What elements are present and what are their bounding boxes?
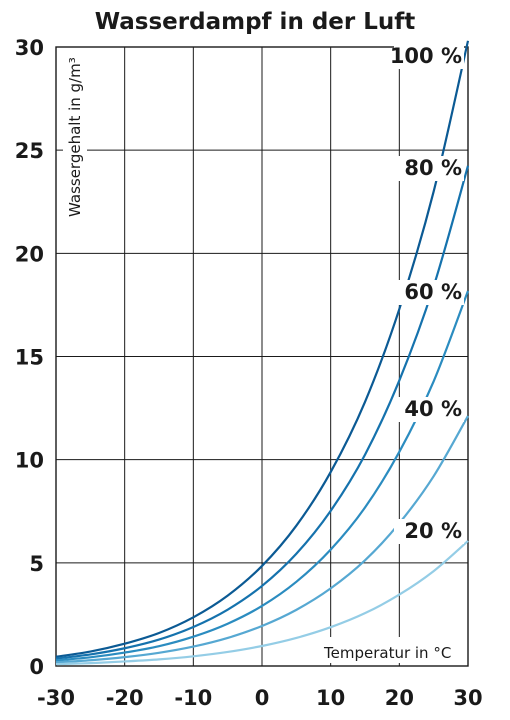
x-tick-label: 20 (385, 686, 414, 710)
y-tick-label: 0 (29, 655, 44, 679)
grid (55, 46, 469, 667)
x-tick-labels: -30 -20 -10 0 10 20 30 (37, 686, 483, 710)
y-tick-label: 30 (15, 36, 44, 60)
series-line (55, 540, 469, 666)
series-label: 40 % (404, 397, 462, 421)
y-tick-label: 15 (15, 346, 44, 370)
x-tick-label: 10 (316, 686, 345, 710)
series-label: 80 % (404, 156, 462, 180)
series-label-backing (394, 44, 464, 69)
x-tick-label: -20 (106, 686, 144, 710)
series-label-backing (394, 519, 464, 544)
y-tick-labels: 0 5 10 15 20 25 30 (15, 36, 44, 679)
plot-frame (55, 46, 469, 667)
y-tick-label: 25 (15, 139, 44, 163)
series-label: 100 % (390, 44, 462, 68)
series-label: 20 % (404, 519, 462, 543)
series-line (55, 40, 470, 658)
series-line (55, 165, 470, 660)
x-tick-label: -10 (174, 686, 212, 710)
chart-title: Wasserdampf in der Luft (95, 9, 416, 35)
y-tick-label: 20 (15, 242, 44, 266)
y-tick-label: 10 (15, 449, 44, 473)
x-tick-label: -30 (37, 686, 75, 710)
y-tick-label: 5 (29, 552, 44, 576)
series-label-backing (394, 280, 464, 305)
series-label-backing (394, 156, 464, 181)
series-label: 60 % (404, 280, 462, 304)
x-tick-label: 30 (453, 686, 482, 710)
x-axis-label: Temperatur in °C (323, 644, 451, 662)
y-axis-label: Wassergehalt in g/m³ (66, 57, 84, 217)
y-axis-label-backing (63, 60, 87, 220)
series-label-backing (394, 397, 464, 422)
x-tick-label: 0 (255, 686, 270, 710)
series-labels: 100 % 80 % 60 % 40 % 20 % (390, 44, 464, 544)
x-axis-label-backing (318, 637, 458, 663)
series-line (55, 290, 470, 662)
curves (55, 40, 470, 666)
